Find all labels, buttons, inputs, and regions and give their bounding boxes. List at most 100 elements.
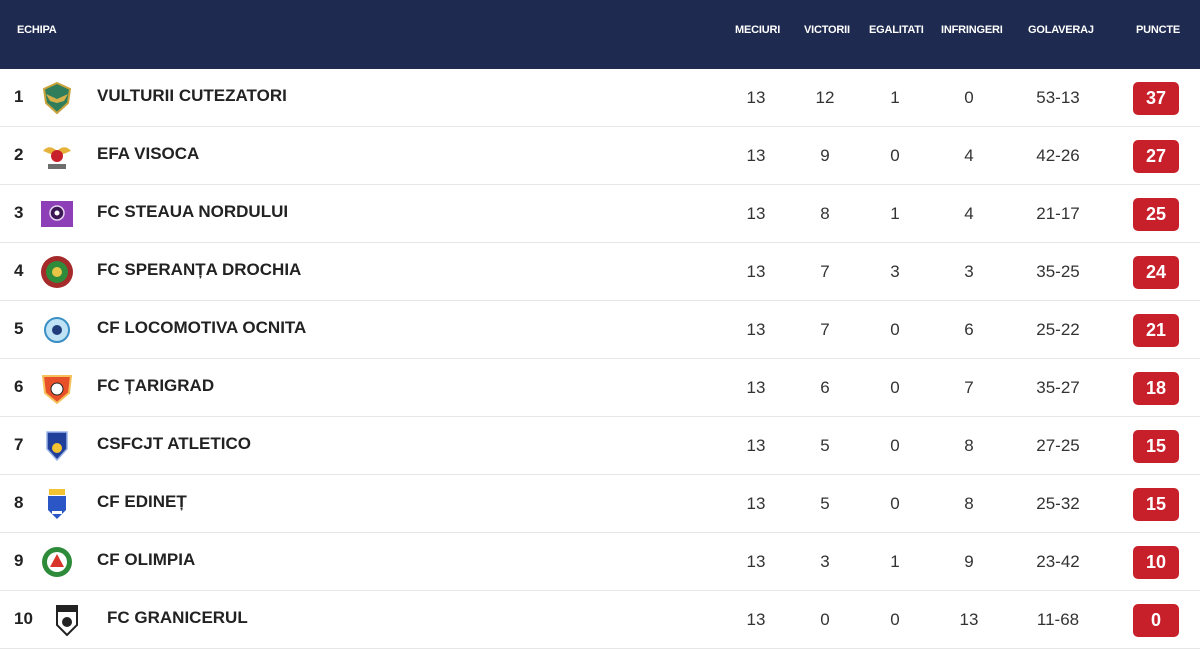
points-badge: 21 xyxy=(1133,314,1179,347)
losses-value: 7 xyxy=(964,378,974,397)
team-name[interactable]: FC ȚARIGRAD xyxy=(97,376,215,395)
position: 5 xyxy=(14,319,24,338)
losses-value: 13 xyxy=(959,610,979,629)
team-name[interactable]: CF LOCOMOTIVA OCNITA xyxy=(97,318,307,337)
played-value: 13 xyxy=(746,320,766,339)
position: 9 xyxy=(14,551,24,570)
header-points: PUNCTE xyxy=(1136,24,1181,36)
table-row[interactable]: 7 CSFCJT ATLETICO 13 5 0 8 27-25 15 xyxy=(0,417,1200,475)
losses-value: 6 xyxy=(964,320,974,339)
wins-value: 8 xyxy=(820,204,830,223)
draws-value: 0 xyxy=(890,146,900,165)
points-badge: 37 xyxy=(1133,82,1179,115)
wins-value: 0 xyxy=(820,610,830,629)
goals-value: 35-27 xyxy=(1036,378,1080,397)
position: 10 xyxy=(14,609,33,628)
steaua-crest-icon xyxy=(41,201,73,227)
table-header: ECHIPA MECIURI VICTORII EGALITATI INFRIN… xyxy=(0,0,1200,69)
played-value: 13 xyxy=(746,494,766,513)
header-wins: VICTORII xyxy=(804,24,850,36)
played-value: 13 xyxy=(746,262,766,281)
draws-value: 1 xyxy=(890,88,900,107)
losses-value: 0 xyxy=(964,88,974,107)
goals-value: 27-25 xyxy=(1036,436,1080,455)
locomotiva-crest-icon xyxy=(44,317,70,343)
position: 7 xyxy=(14,435,24,454)
header-goals: GOLAVERAJ xyxy=(1028,24,1094,36)
wins-value: 3 xyxy=(820,552,830,571)
speranta-crest-icon xyxy=(41,256,73,288)
table-row[interactable]: 3 FC STEAUA NORDULUI 13 8 1 4 21-17 25 xyxy=(0,185,1200,243)
team-name[interactable]: FC SPERANȚA DROCHIA xyxy=(97,260,302,279)
header-played: MECIURI xyxy=(735,24,781,36)
points-badge: 10 xyxy=(1133,546,1179,579)
played-value: 13 xyxy=(746,88,766,107)
points-badge: 0 xyxy=(1133,604,1179,637)
position: 1 xyxy=(14,87,24,106)
losses-value: 8 xyxy=(964,436,974,455)
wins-value: 12 xyxy=(815,88,835,107)
position: 6 xyxy=(14,377,24,396)
points-badge: 15 xyxy=(1133,488,1179,521)
played-value: 13 xyxy=(746,378,766,397)
atletico-crest-icon xyxy=(46,431,68,462)
table-row[interactable]: 6 FC ȚARIGRAD 13 6 0 7 35-27 18 xyxy=(0,359,1200,417)
goals-value: 11-68 xyxy=(1036,610,1080,629)
losses-value: 4 xyxy=(964,204,974,223)
draws-value: 1 xyxy=(890,204,900,223)
wins-value: 5 xyxy=(820,494,830,513)
position: 3 xyxy=(14,203,24,222)
losses-value: 3 xyxy=(964,262,974,281)
header-team: ECHIPA xyxy=(17,24,57,36)
draws-value: 0 xyxy=(890,610,900,629)
played-value: 13 xyxy=(746,436,766,455)
draws-value: 1 xyxy=(890,552,900,571)
team-name[interactable]: CF OLIMPIA xyxy=(97,550,196,569)
table-row[interactable]: 4 FC SPERANȚA DROCHIA 13 7 3 3 35-25 24 xyxy=(0,243,1200,301)
header-draws: EGALITATI xyxy=(869,24,924,36)
draws-value: 0 xyxy=(890,436,900,455)
losses-value: 9 xyxy=(964,552,974,571)
draws-value: 0 xyxy=(890,378,900,397)
table-row[interactable]: 9 CF OLIMPIA 13 3 1 9 23-42 10 xyxy=(0,533,1200,591)
table-row[interactable]: 10 FC GRANICERUL 13 0 0 13 11-68 0 xyxy=(0,591,1200,649)
table-row[interactable]: 1 VULTURII CUTEZATORI 13 12 1 0 53-13 37 xyxy=(0,69,1200,127)
granicerul-crest-icon xyxy=(56,605,78,637)
points-badge: 18 xyxy=(1133,372,1179,405)
goals-value: 23-42 xyxy=(1036,552,1080,571)
goals-value: 53-13 xyxy=(1036,88,1080,107)
olimpia-crest-icon xyxy=(42,547,72,577)
draws-value: 0 xyxy=(890,320,900,339)
table-row[interactable]: 5 CF LOCOMOTIVA OCNITA 13 7 0 6 25-22 21 xyxy=(0,301,1200,359)
position: 4 xyxy=(14,261,24,280)
played-value: 13 xyxy=(746,146,766,165)
goals-value: 25-22 xyxy=(1036,320,1080,339)
team-name[interactable]: EFA VISOCA xyxy=(97,144,200,163)
table-row[interactable]: 2 EFA VISOCA 13 9 0 4 42-26 27 xyxy=(0,127,1200,185)
wins-value: 5 xyxy=(820,436,830,455)
team-name[interactable]: VULTURII CUTEZATORI xyxy=(97,86,287,105)
draws-value: 3 xyxy=(890,262,900,281)
played-value: 13 xyxy=(746,204,766,223)
goals-value: 21-17 xyxy=(1036,204,1080,223)
table-row[interactable]: 8 CF EDINEȚ 13 5 0 8 25-32 15 xyxy=(0,475,1200,533)
wins-value: 7 xyxy=(820,262,830,281)
played-value: 13 xyxy=(746,552,766,571)
team-name[interactable]: CSFCJT ATLETICO xyxy=(97,434,251,453)
wins-value: 7 xyxy=(820,320,830,339)
team-name[interactable]: FC GRANICERUL xyxy=(107,608,248,627)
header-losses: INFRINGERI xyxy=(941,24,1003,36)
edinet-crest-icon xyxy=(48,489,66,519)
goals-value: 42-26 xyxy=(1036,146,1080,165)
wins-value: 6 xyxy=(820,378,830,397)
points-badge: 25 xyxy=(1133,198,1179,231)
position: 8 xyxy=(14,493,24,512)
team-name[interactable]: FC STEAUA NORDULUI xyxy=(97,202,289,221)
tarigrad-crest-icon xyxy=(41,375,73,405)
eagle-crest-icon xyxy=(42,81,72,115)
draws-value: 0 xyxy=(890,494,900,513)
wins-value: 9 xyxy=(820,146,830,165)
played-value: 13 xyxy=(746,610,766,629)
losses-value: 4 xyxy=(964,146,974,165)
team-name[interactable]: CF EDINEȚ xyxy=(97,492,187,511)
